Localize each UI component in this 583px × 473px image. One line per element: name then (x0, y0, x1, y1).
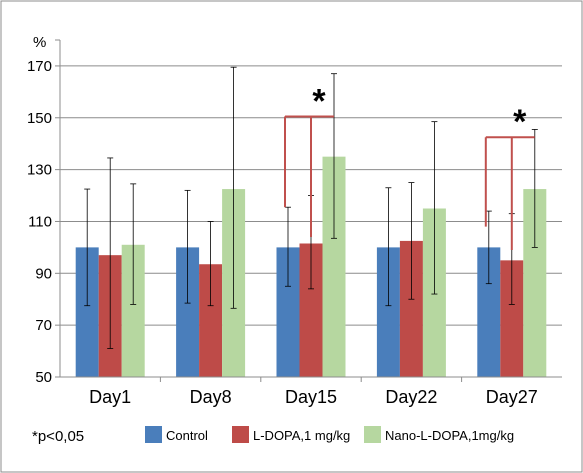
x-tick-label: Day8 (190, 387, 232, 407)
axes (55, 39, 562, 382)
legend-label: Nano-L-DOPA,1mg/kg (385, 428, 514, 443)
bar-nano-l-dopa-1mg-kg-day27 (523, 189, 547, 377)
legend-swatch (232, 426, 249, 443)
labels-group: 50 70 90 110 130 150 170% Day1 Day8 Day15 Day22 Day… (27, 34, 538, 445)
y-tick-label: 130 (27, 162, 52, 179)
x-tick-label: Day22 (385, 387, 437, 407)
significance-star: * (513, 103, 527, 141)
bar-l-dopa-1-mg-kg-day15 (299, 243, 323, 377)
bar-control-day27 (477, 247, 501, 377)
y-tick-label: 150 (27, 110, 52, 127)
y-tick-label: 110 (28, 213, 52, 230)
legend-swatch (145, 426, 162, 443)
significance-brackets (284, 115, 535, 250)
y-tick-label: 70 (35, 317, 52, 334)
y-tick-label: 170 (27, 58, 52, 75)
x-tick-label: Day1 (89, 387, 131, 407)
x-tick-label: Day27 (486, 387, 538, 407)
bar-l-dopa-1-mg-kg-day8 (199, 264, 223, 377)
footnote: *p<0,05 (32, 428, 84, 445)
bar-nano-l-dopa-1mg-kg-day1 (121, 244, 145, 377)
legend: Control L-DOPA,1 mg/kg Nano-L-DOPA,1mg/kg (145, 426, 514, 443)
significance-star: * (312, 82, 326, 120)
bar-control-day8 (176, 247, 200, 377)
bar-nano-l-dopa-1mg-kg-day15 (322, 156, 346, 377)
x-tick-label: Day15 (285, 387, 337, 407)
legend-label: L-DOPA,1 mg/kg (253, 428, 350, 443)
y-tick-label: 50 (35, 369, 52, 386)
y-axis-label: % (33, 34, 46, 51)
bar-l-dopa-1-mg-kg-day27 (500, 260, 524, 377)
bar-control-day15 (276, 247, 300, 377)
legend-label: Control (166, 428, 208, 443)
y-tick-label: 90 (35, 265, 52, 282)
legend-swatch (364, 426, 381, 443)
bar-control-day22 (376, 247, 400, 377)
bar-control-day1 (75, 247, 99, 377)
bar-l-dopa-1-mg-kg-day22 (399, 240, 423, 377)
